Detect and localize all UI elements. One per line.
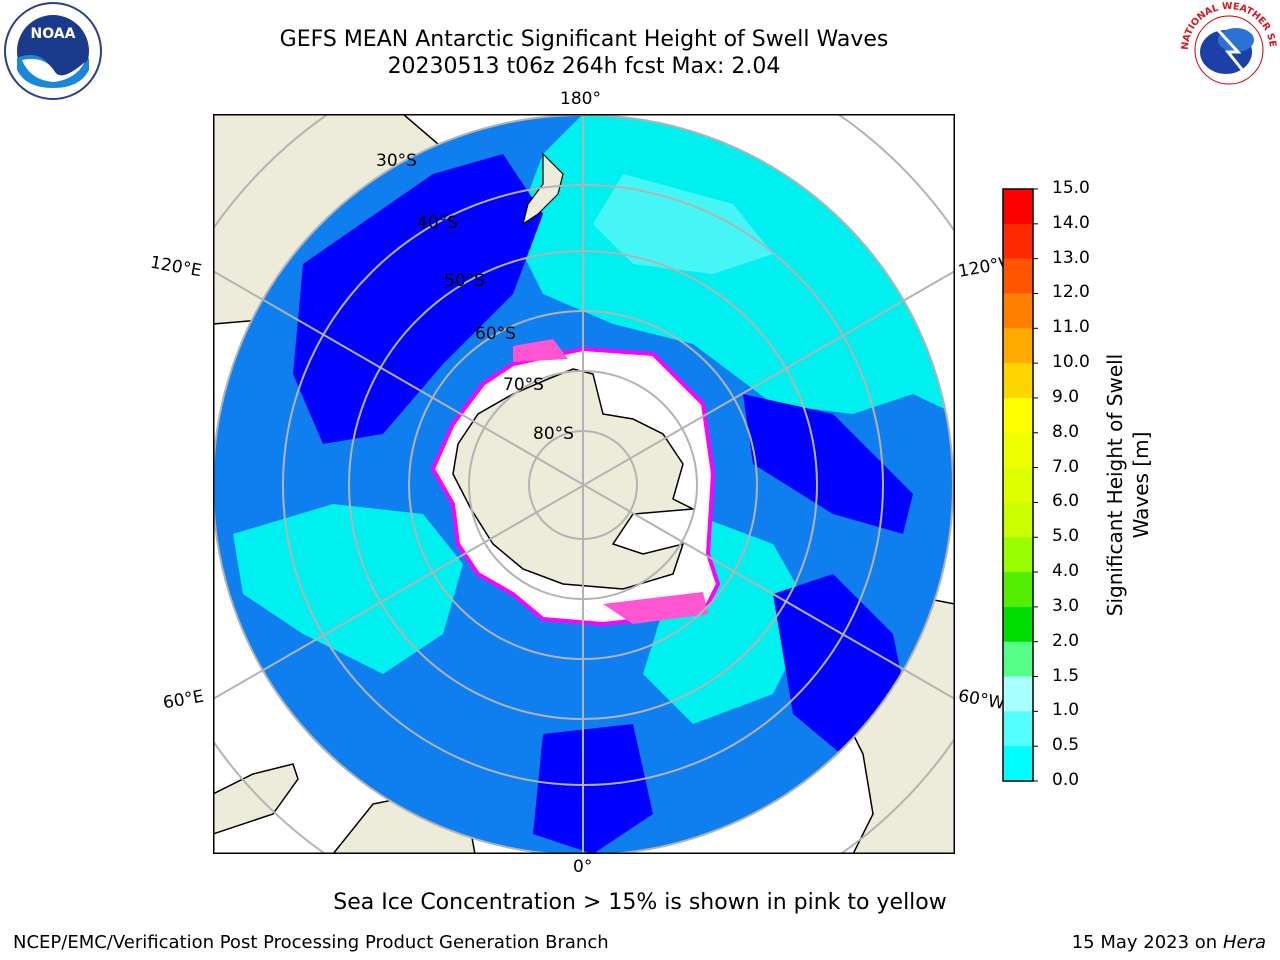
colorbar-segment <box>1003 572 1033 608</box>
colorbar-segment <box>1003 432 1033 469</box>
colorbar-segment <box>1003 223 1033 260</box>
lon-label-60w: 60°W <box>956 686 1007 714</box>
swell-low-southatl <box>533 724 653 854</box>
lat-label-30s: 30°S <box>376 151 417 171</box>
credit-line: NCEP/EMC/Verification Post Processing Pr… <box>13 932 609 953</box>
colorbar-segment <box>1003 467 1033 503</box>
colorbar-tick-label: 0.5 <box>1052 735 1080 756</box>
colorbar-tick-label: 15.0 <box>1052 178 1090 198</box>
colorbar-tick-label: 14.0 <box>1052 212 1090 233</box>
colorbar-tick-label: 1.5 <box>1052 665 1080 686</box>
nws-logo: NATIONAL WEATHER SERVICE <box>1178 0 1278 97</box>
map-subtitle: 20230513 t06z 264h fcst Max: 2.04 <box>387 54 781 79</box>
colorbar <box>1002 188 1038 782</box>
colorbar-label-line2: Waves [m] <box>1129 431 1153 539</box>
colorbar-tick-label: 13.0 <box>1052 247 1090 268</box>
sea-ice-note: Sea Ice Concentration > 15% is shown in … <box>333 890 947 915</box>
map-title: GEFS MEAN Antarctic Significant Height o… <box>279 27 889 52</box>
date-line: 15 May 2023 on Hera <box>1072 932 1266 953</box>
colorbar-tick-label: 6.0 <box>1052 491 1080 512</box>
map-frame <box>213 114 955 854</box>
lat-label-70s: 70°S <box>503 375 544 395</box>
colorbar-tick-label: 3.0 <box>1052 595 1080 616</box>
madagascar-land <box>213 763 299 835</box>
colorbar-tick-label: 12.0 <box>1052 282 1090 303</box>
swell-low-east <box>743 394 913 534</box>
colorbar-tick-label: 10.0 <box>1052 352 1090 373</box>
colorbar-segment <box>1003 397 1033 434</box>
colorbar-tick-label: 5.0 <box>1052 526 1080 547</box>
colorbar-tick-label: 0.0 <box>1052 770 1080 790</box>
swell-low-australia <box>293 154 543 444</box>
lat-label-40s: 40°S <box>417 213 458 233</box>
colorbar-tick-label: 8.0 <box>1052 421 1080 442</box>
lat-label-50s: 50°S <box>444 271 485 291</box>
date-text: 15 May 2023 on <box>1071 932 1218 953</box>
lon-label-120e: 120°E <box>148 252 204 282</box>
colorbar-segment <box>1003 676 1033 712</box>
colorbar-tick-label: 7.0 <box>1052 456 1080 477</box>
polar-map <box>213 114 955 854</box>
noaa-logo-text: NOAA <box>31 26 76 42</box>
colorbar-segment <box>1003 746 1033 782</box>
colorbar-tick-label: 2.0 <box>1052 630 1080 651</box>
colorbar-segment <box>1003 189 1033 225</box>
colorbar-segment <box>1003 606 1033 643</box>
colorbar-segment <box>1003 328 1033 364</box>
colorbar-label: Significant Height of Swell Waves [m] <box>1102 354 1154 616</box>
swell-higher-pacific <box>593 174 773 274</box>
ice-edge-wedge <box>603 592 708 624</box>
ice-edge-ross <box>513 339 568 362</box>
colorbar-tick-label: 1.0 <box>1052 700 1080 721</box>
colorbar-segment <box>1003 537 1033 573</box>
colorbar-segment <box>1003 293 1033 329</box>
noaa-logo: NOAA <box>4 2 102 100</box>
colorbar-segment <box>1003 711 1033 747</box>
colorbar-tick-label: 4.0 <box>1052 561 1080 582</box>
colorbar-segment <box>1003 641 1033 678</box>
colorbar-tick-label: 11.0 <box>1052 317 1090 338</box>
lat-label-60s: 60°S <box>475 324 516 344</box>
lon-label-60e: 60°E <box>161 686 206 714</box>
lon-label-180: 180° <box>560 89 601 109</box>
colorbar-segment <box>1003 363 1033 399</box>
colorbar-label-line1: Significant Height of Swell <box>1103 353 1127 617</box>
lon-label-0: 0° <box>573 857 593 877</box>
colorbar-segment <box>1003 502 1033 538</box>
swell-high-indian <box>233 504 463 674</box>
lat-label-80s: 80°S <box>533 424 574 444</box>
colorbar-segment <box>1003 258 1033 294</box>
host-name: Hera <box>1222 932 1266 953</box>
colorbar-tick-label: 9.0 <box>1052 386 1080 407</box>
